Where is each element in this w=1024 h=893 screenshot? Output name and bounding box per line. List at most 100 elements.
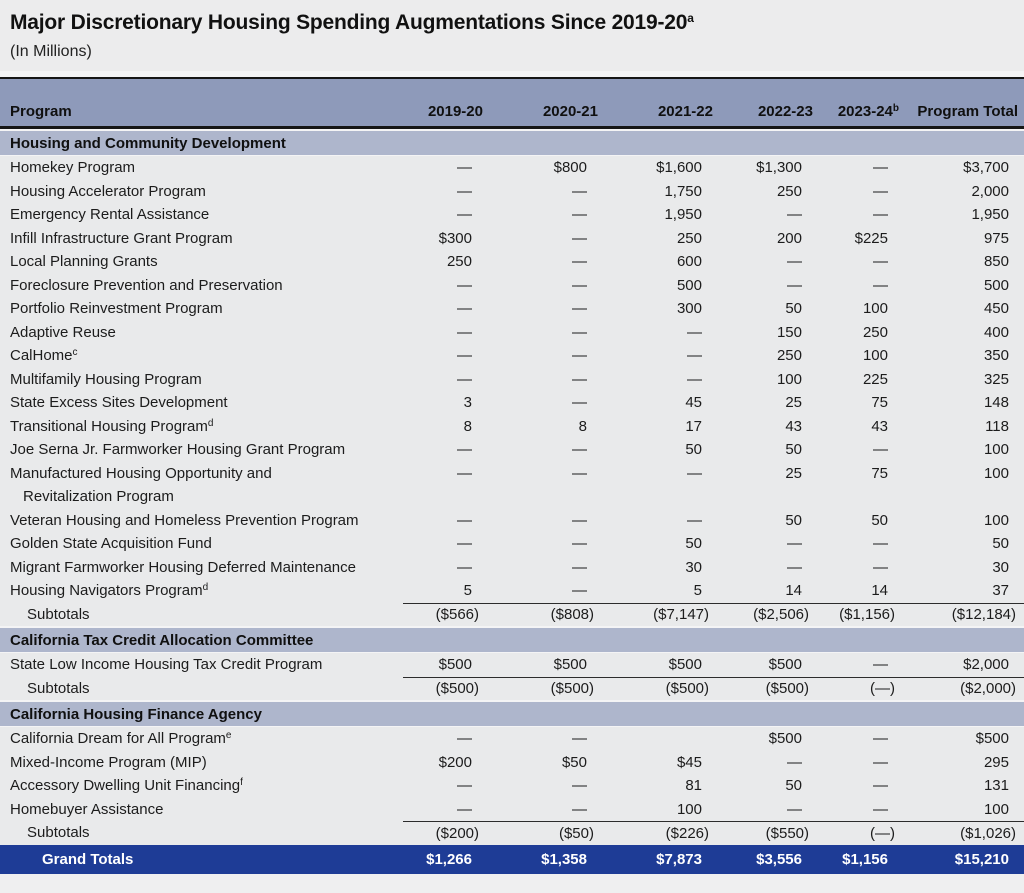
value-cell: 500 (676, 276, 702, 294)
value-cell: 200 (776, 229, 802, 247)
value-cell: 400 (983, 323, 1009, 341)
value-cell: 81 (685, 777, 702, 795)
value-cell: — (787, 535, 802, 553)
program-label: Joe Serna Jr. Farmworker Housing Grant P… (10, 441, 346, 459)
column-header-2019-20: 2019-20 (427, 103, 483, 120)
table-row: Homebuyer Assistance — — 100 — — 100 (0, 797, 1024, 822)
value-cell: ($500) (665, 680, 709, 698)
value-cell: 100 (776, 370, 802, 388)
row-values: $200 $50 $45 — — 295 (403, 751, 1024, 775)
value-cell: 50 (785, 441, 802, 459)
grand-total-cell: $15,210 (954, 850, 1009, 868)
value-cell: 1,950 (664, 206, 702, 224)
row-footnote-superscript: e (225, 730, 232, 742)
row-values: 250 — 600 — — 850 (403, 250, 1024, 274)
value-cell: — (457, 511, 472, 529)
value-cell: 43 (785, 417, 802, 435)
value-cell: $500 (768, 730, 802, 748)
value-cell: 150 (776, 323, 802, 341)
row-values: 8 8 17 43 43 118 (403, 415, 1024, 439)
value-cell: ($2,000) (960, 680, 1016, 698)
value-cell: 100 (983, 511, 1009, 529)
grand-totals-row: Grand Totals $1,266 $1,358 $7,873 $3,556 $1,1… (0, 844, 1024, 874)
program-label: Foreclosure Prevention and Preservation (10, 276, 283, 294)
value-cell: — (457, 206, 472, 224)
program-label: State Excess Sites Development (10, 394, 228, 412)
program-label: Mixed-Income Program (MIP) (10, 753, 207, 771)
row-values: ($566) ($808) ($7,147) ($2,506) ($1,156) ($12… (403, 602, 1024, 627)
value-cell: — (687, 511, 702, 529)
program-label: Accessory Dwelling Unit Financingf (10, 777, 243, 795)
value-cell: 30 (992, 558, 1009, 576)
value-cell: 100 (862, 300, 888, 318)
value-cell: $300 (438, 229, 472, 247)
value-cell: — (457, 800, 472, 818)
program-label: Golden State Acquisition Fund (10, 535, 212, 553)
value-cell: 250 (776, 347, 802, 365)
row-values: — — 30 — — 30 (403, 556, 1024, 580)
value-cell: 225 (862, 370, 888, 388)
value-cell: 118 (985, 417, 1009, 435)
program-label: Emergency Rental Assistance (10, 206, 210, 224)
value-cell: 2,000 (971, 182, 1009, 200)
column-header-2021-22: 2021-22 (657, 103, 713, 120)
value-cell: $225 (854, 229, 888, 247)
value-cell: ($50) (558, 824, 594, 842)
program-label: Veteran Housing and Homeless Prevention … (10, 511, 359, 529)
value-cell: $500 (668, 656, 702, 674)
row-values: — — — 250 100 350 (403, 344, 1024, 368)
table-row: Golden State Acquisition Fund — — 50 — — 50 (0, 532, 1024, 556)
table-body: Housing and Community Development Homekey… (0, 129, 1024, 874)
value-cell: 3 (463, 394, 472, 412)
value-cell: $50 (561, 753, 587, 771)
value-cell: 50 (785, 511, 802, 529)
value-cell: — (787, 753, 802, 771)
value-cell: 5 (693, 582, 702, 600)
row-values: — — 100 — — 100 (403, 798, 1024, 822)
row-footnote-superscript: d (207, 417, 214, 429)
value-cell: 148 (983, 394, 1009, 412)
table-row: Accessory Dwelling Unit Financingf — — 81 50… (0, 774, 1024, 798)
value-cell: 850 (983, 253, 1009, 271)
grand-total-cell: $7,873 (656, 850, 702, 868)
value-cell: ($550) (765, 824, 809, 842)
program-label: Homebuyer Assistance (10, 800, 164, 818)
column-header-program-total: Program Total (917, 103, 1018, 120)
program-label: Housing Navigators Programd (10, 582, 209, 600)
value-cell: ($1,026) (960, 824, 1016, 842)
value-cell: 350 (983, 347, 1009, 365)
value-cell: — (572, 800, 587, 818)
value-cell: — (873, 253, 888, 271)
program-label: Local Planning Grants (10, 253, 158, 271)
value-cell: 50 (785, 300, 802, 318)
table-row: Emergency Rental Assistance — — 1,950 — — 1,95… (0, 203, 1024, 227)
grand-totals-values: $1,266 $1,358 $7,873 $3,556 $1,156 $15,210 (403, 845, 1024, 874)
value-cell: $1,600 (656, 159, 702, 177)
value-cell: ($226) (665, 824, 709, 842)
value-cell: — (572, 182, 587, 200)
value-cell: — (457, 535, 472, 553)
value-cell: — (572, 441, 587, 459)
value-cell: 325 (983, 370, 1009, 388)
grand-total-cell: $1,266 (426, 850, 472, 868)
value-cell: — (687, 323, 702, 341)
table-row: Infill Infrastructure Grant Program $300 —… (0, 226, 1024, 250)
value-cell: 5 (463, 582, 472, 600)
value-cell: — (787, 276, 802, 294)
value-cell: 75 (871, 464, 888, 482)
row-values: — — 500 — — 500 (403, 274, 1024, 298)
value-cell: — (873, 159, 888, 177)
value-cell: 250 (776, 182, 802, 200)
value-cell: — (572, 206, 587, 224)
value-cell: — (457, 182, 472, 200)
value-cell: — (873, 800, 888, 818)
row-values: — — — 100 225 325 (403, 368, 1024, 392)
row-footnote-superscript: f (240, 777, 243, 789)
units-subtitle: (In Millions) (10, 43, 92, 60)
value-cell: — (873, 182, 888, 200)
value-cell: $500 (438, 656, 472, 674)
value-cell: ($500) (435, 680, 479, 698)
value-cell: ($566) (435, 606, 479, 624)
value-cell: — (787, 253, 802, 271)
section-header-california-tax-credit-allocation-committee: California Tax Credit Allocation Committ… (0, 626, 1024, 653)
